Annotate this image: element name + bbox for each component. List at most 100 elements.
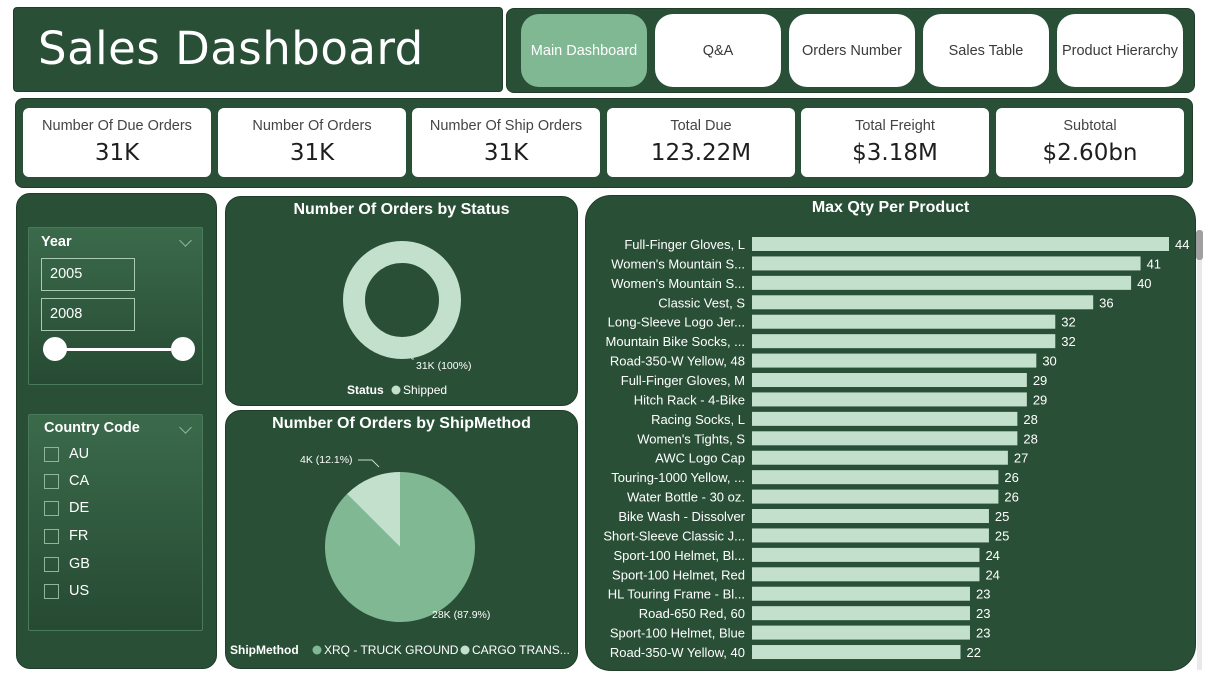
- nav-sales-table-button[interactable]: Sales Table: [923, 14, 1049, 87]
- bar[interactable]: [752, 586, 970, 601]
- country-option-label: GB: [69, 556, 90, 572]
- kpi-label: Number Of Orders: [252, 118, 372, 134]
- category-label: Road-650 Red, 60: [639, 606, 745, 621]
- title-panel: Sales Dashboard: [13, 7, 503, 92]
- nav-product-hierarchy-button[interactable]: Product Hierarchy: [1057, 14, 1183, 87]
- data-label: 4K (12.1%): [300, 454, 353, 466]
- label-leader-line: [371, 459, 380, 468]
- chevron-down-icon[interactable]: [179, 234, 192, 247]
- bar[interactable]: [752, 275, 1132, 290]
- category-label: Full-Finger Gloves, L: [624, 237, 745, 252]
- kpi-label: Subtotal: [1063, 118, 1117, 134]
- checkbox[interactable]: [44, 556, 59, 572]
- bar[interactable]: [752, 314, 1056, 329]
- kpi-value: $2.60bn: [1042, 140, 1138, 166]
- category-label: Bike Wash - Dissolver: [618, 509, 745, 524]
- checkbox[interactable]: [44, 446, 59, 462]
- bar[interactable]: [752, 470, 999, 485]
- checkbox[interactable]: [44, 500, 59, 516]
- bar[interactable]: [752, 373, 1027, 388]
- checkbox[interactable]: [44, 583, 59, 599]
- country-option-label: CA: [69, 473, 90, 489]
- year-slicer: Year 2005 2008: [28, 227, 203, 385]
- country-code-slicer: Country Code AU CA DE FR GB US: [28, 414, 203, 631]
- scrollbar-thumb[interactable]: [1196, 230, 1203, 260]
- bar[interactable]: [752, 411, 1018, 426]
- data-label: 25: [995, 528, 1009, 543]
- chart-scrollbar[interactable]: [1197, 230, 1202, 670]
- legend-marker: [391, 385, 401, 395]
- slider-end-handle[interactable]: [171, 337, 195, 361]
- bar[interactable]: [752, 645, 961, 660]
- kpi-value: $3.18M: [852, 140, 938, 166]
- category-label: Sport-100 Helmet, Red: [612, 567, 745, 582]
- nav-qa-button[interactable]: Q&A: [655, 14, 781, 87]
- chevron-down-icon[interactable]: [179, 421, 192, 434]
- data-label: 36: [1099, 295, 1113, 310]
- data-label: 26: [1004, 490, 1018, 505]
- data-label: 29: [1033, 392, 1047, 407]
- country-option-label: AU: [69, 446, 90, 462]
- country-option-label: DE: [69, 500, 90, 516]
- country-option-ca[interactable]: CA: [44, 472, 89, 490]
- bar[interactable]: [752, 489, 999, 504]
- bar[interactable]: [752, 392, 1027, 407]
- bar[interactable]: [752, 334, 1056, 349]
- category-label: Short-Sleeve Classic J...: [603, 528, 745, 543]
- bar[interactable]: [752, 625, 970, 640]
- bar[interactable]: [752, 567, 980, 582]
- bar[interactable]: [752, 547, 980, 562]
- category-label: Women's Tights, S: [637, 431, 745, 446]
- orders-by-status-chart: Number Of Orders by Status 31K (100%) St…: [225, 196, 578, 406]
- data-label: 28: [1023, 412, 1037, 427]
- kpi-value: 31K: [483, 140, 529, 166]
- bar[interactable]: [752, 606, 970, 621]
- country-option-fr[interactable]: FR: [44, 527, 88, 545]
- checkbox[interactable]: [44, 473, 59, 489]
- kpi-label: Total Due: [670, 118, 732, 134]
- pie-slice-cargo-transport[interactable]: [346, 472, 400, 547]
- country-option-us[interactable]: US: [44, 582, 89, 600]
- bar[interactable]: [752, 353, 1037, 368]
- legend-entry[interactable]: XRQ - TRUCK GROUND: [324, 643, 459, 657]
- category-label: Hitch Rack - 4-Bike: [634, 392, 745, 407]
- country-option-label: US: [69, 583, 90, 599]
- category-label: Long-Sleeve Logo Jer...: [608, 315, 745, 330]
- filter-panel: Year 2005 2008 Country Code AU CA DE FR …: [16, 193, 217, 669]
- legend-entry[interactable]: CARGO TRANS...: [472, 643, 570, 657]
- pie-chart-svg: 4K (12.1%) 28K (87.9%) ShipMethod XRQ - …: [230, 454, 570, 657]
- year-from-input[interactable]: 2005: [41, 258, 135, 291]
- data-label: 40: [1137, 276, 1151, 291]
- bar[interactable]: [752, 295, 1094, 310]
- category-label: Sport-100 Helmet, Blue: [610, 626, 745, 641]
- country-option-de[interactable]: DE: [44, 499, 89, 517]
- legend-entry[interactable]: Shipped: [403, 383, 447, 397]
- kpi-value: 31K: [289, 140, 335, 166]
- bar[interactable]: [752, 237, 1169, 251]
- country-option-au[interactable]: AU: [44, 445, 89, 463]
- bar[interactable]: [752, 450, 1008, 465]
- kpi-card-total-freight: Total Freight $3.18M: [801, 108, 989, 177]
- bar[interactable]: [752, 256, 1141, 271]
- donut-slice-shipped[interactable]: [343, 241, 461, 359]
- donut-chart-svg: 31K (100%) Status Shipped: [343, 241, 471, 397]
- checkbox[interactable]: [44, 528, 59, 544]
- category-label: Sport-100 Helmet, Bl...: [614, 548, 746, 563]
- kpi-card-ship-orders: Number Of Ship Orders 31K: [412, 108, 600, 177]
- bar[interactable]: [752, 431, 1018, 446]
- kpi-label: Total Freight: [855, 118, 935, 134]
- bar[interactable]: [752, 509, 989, 524]
- chart-title: Number Of Orders by Status: [293, 201, 510, 218]
- bar[interactable]: [752, 528, 989, 543]
- label-leader-line: [421, 598, 430, 615]
- country-option-gb[interactable]: GB: [44, 555, 90, 573]
- nav-orders-number-button[interactable]: Orders Number: [789, 14, 915, 87]
- nav-main-dashboard-button[interactable]: Main Dashboard: [521, 14, 647, 87]
- year-to-input[interactable]: 2008: [41, 298, 135, 331]
- year-range-slider[interactable]: [43, 348, 171, 351]
- max-qty-per-product-chart: Max Qty Per Product Full-Finger Gloves, …: [585, 195, 1196, 671]
- legend-marker: [312, 645, 322, 655]
- category-label: Women's Mountain S...: [611, 276, 745, 291]
- category-label: Mountain Bike Socks, ...: [606, 334, 745, 349]
- slider-start-handle[interactable]: [43, 337, 67, 361]
